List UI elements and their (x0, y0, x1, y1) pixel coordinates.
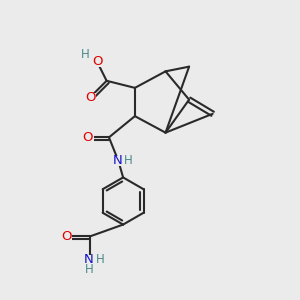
FancyBboxPatch shape (84, 93, 96, 102)
FancyBboxPatch shape (82, 255, 98, 265)
Text: H: H (96, 254, 104, 266)
Text: H: H (85, 263, 93, 276)
Text: O: O (85, 91, 95, 104)
Text: O: O (61, 230, 72, 243)
FancyBboxPatch shape (110, 156, 127, 166)
Text: N: N (84, 254, 94, 266)
Text: O: O (82, 131, 93, 144)
Text: H: H (124, 154, 133, 167)
Text: H: H (81, 48, 90, 62)
Text: N: N (112, 154, 122, 167)
Text: O: O (92, 56, 102, 68)
FancyBboxPatch shape (61, 232, 72, 241)
FancyBboxPatch shape (91, 57, 103, 67)
FancyBboxPatch shape (82, 133, 94, 142)
